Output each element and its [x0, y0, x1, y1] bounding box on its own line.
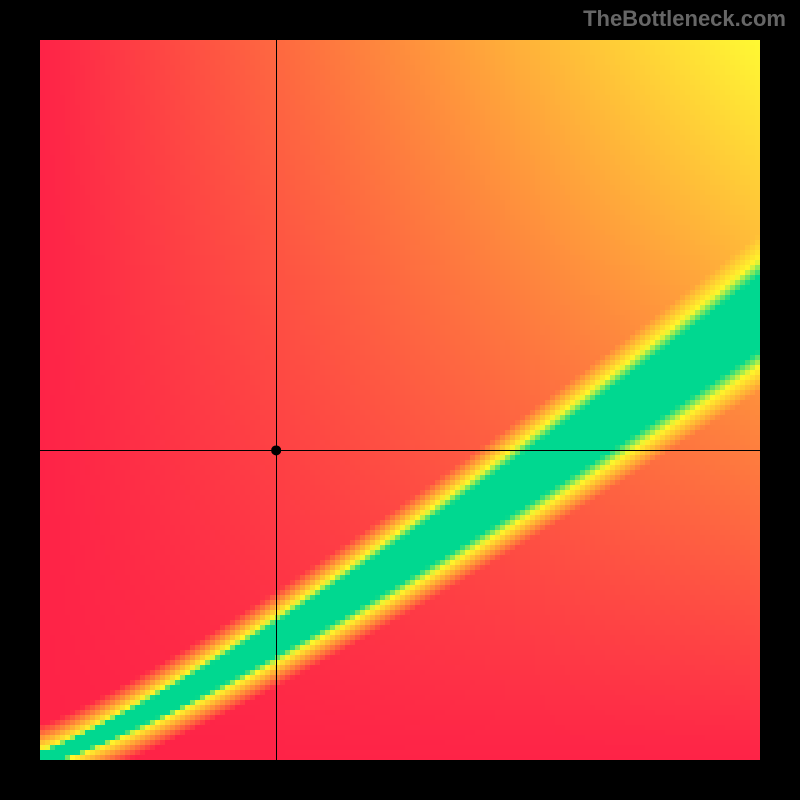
watermark-text: TheBottleneck.com [583, 6, 786, 32]
chart-frame: TheBottleneck.com [0, 0, 800, 800]
plot-area [40, 40, 760, 760]
crosshair-overlay [40, 40, 760, 760]
